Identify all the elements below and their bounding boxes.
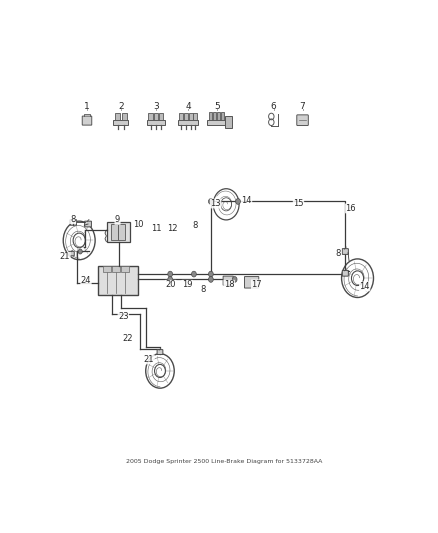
Bar xyxy=(107,222,130,242)
Bar xyxy=(159,113,163,120)
FancyBboxPatch shape xyxy=(342,270,348,276)
Circle shape xyxy=(208,271,213,277)
Text: 2: 2 xyxy=(118,102,124,111)
Bar xyxy=(118,224,125,240)
Text: 13: 13 xyxy=(210,199,221,208)
Bar xyxy=(98,266,138,295)
Circle shape xyxy=(236,199,240,204)
Bar xyxy=(221,112,224,120)
Bar xyxy=(178,120,198,125)
Text: 21: 21 xyxy=(144,355,154,364)
Bar xyxy=(113,120,128,125)
Text: 2005 Dodge Sprinter 2500 Line-Brake Diagram for 5133728AA: 2005 Dodge Sprinter 2500 Line-Brake Diag… xyxy=(126,459,323,464)
Bar xyxy=(217,112,220,120)
Text: 10: 10 xyxy=(133,220,144,229)
Bar xyxy=(103,266,111,272)
Bar xyxy=(112,266,120,272)
Text: 14: 14 xyxy=(360,282,370,291)
Bar xyxy=(111,224,118,240)
Bar xyxy=(207,120,227,125)
Circle shape xyxy=(168,277,173,282)
Text: 15: 15 xyxy=(293,199,304,208)
Text: 8: 8 xyxy=(336,249,341,258)
Text: 16: 16 xyxy=(346,204,356,213)
Text: 9: 9 xyxy=(115,215,120,224)
Text: 22: 22 xyxy=(123,334,133,343)
Bar xyxy=(212,112,216,120)
Circle shape xyxy=(191,271,196,277)
Text: 18: 18 xyxy=(224,280,234,289)
Bar xyxy=(208,112,212,120)
FancyBboxPatch shape xyxy=(342,248,348,254)
Circle shape xyxy=(208,277,213,282)
Bar xyxy=(226,117,232,128)
Text: 21: 21 xyxy=(60,252,70,261)
FancyBboxPatch shape xyxy=(244,277,259,288)
Circle shape xyxy=(168,271,173,277)
Circle shape xyxy=(208,199,213,204)
Bar xyxy=(154,113,158,120)
Text: 11: 11 xyxy=(151,224,161,232)
Bar xyxy=(147,120,165,125)
Circle shape xyxy=(232,277,237,282)
Text: 19: 19 xyxy=(182,280,192,289)
Bar xyxy=(179,113,184,120)
Text: 8: 8 xyxy=(71,215,76,224)
Bar xyxy=(189,113,193,120)
Bar xyxy=(115,113,120,120)
Text: 6: 6 xyxy=(271,102,276,111)
Text: 20: 20 xyxy=(166,280,176,289)
Bar xyxy=(184,113,188,120)
FancyBboxPatch shape xyxy=(82,116,92,125)
Text: 23: 23 xyxy=(118,312,129,321)
Bar xyxy=(122,113,127,120)
Text: 17: 17 xyxy=(251,280,262,289)
Text: 3: 3 xyxy=(153,102,159,111)
FancyBboxPatch shape xyxy=(297,115,308,126)
Text: 7: 7 xyxy=(300,102,305,111)
FancyBboxPatch shape xyxy=(69,252,74,256)
Text: 8: 8 xyxy=(201,285,206,294)
Text: 12: 12 xyxy=(166,224,177,233)
Bar xyxy=(193,113,197,120)
Bar xyxy=(148,113,153,120)
Text: 14: 14 xyxy=(241,196,252,205)
FancyBboxPatch shape xyxy=(157,350,163,354)
Text: 4: 4 xyxy=(185,102,191,111)
Bar xyxy=(121,266,129,272)
FancyBboxPatch shape xyxy=(85,221,92,227)
FancyBboxPatch shape xyxy=(223,276,233,285)
FancyBboxPatch shape xyxy=(71,220,77,225)
Text: 1: 1 xyxy=(84,102,90,111)
Text: 8: 8 xyxy=(192,221,198,230)
Text: 5: 5 xyxy=(214,102,220,111)
Text: 24: 24 xyxy=(81,276,91,285)
Circle shape xyxy=(78,249,82,254)
